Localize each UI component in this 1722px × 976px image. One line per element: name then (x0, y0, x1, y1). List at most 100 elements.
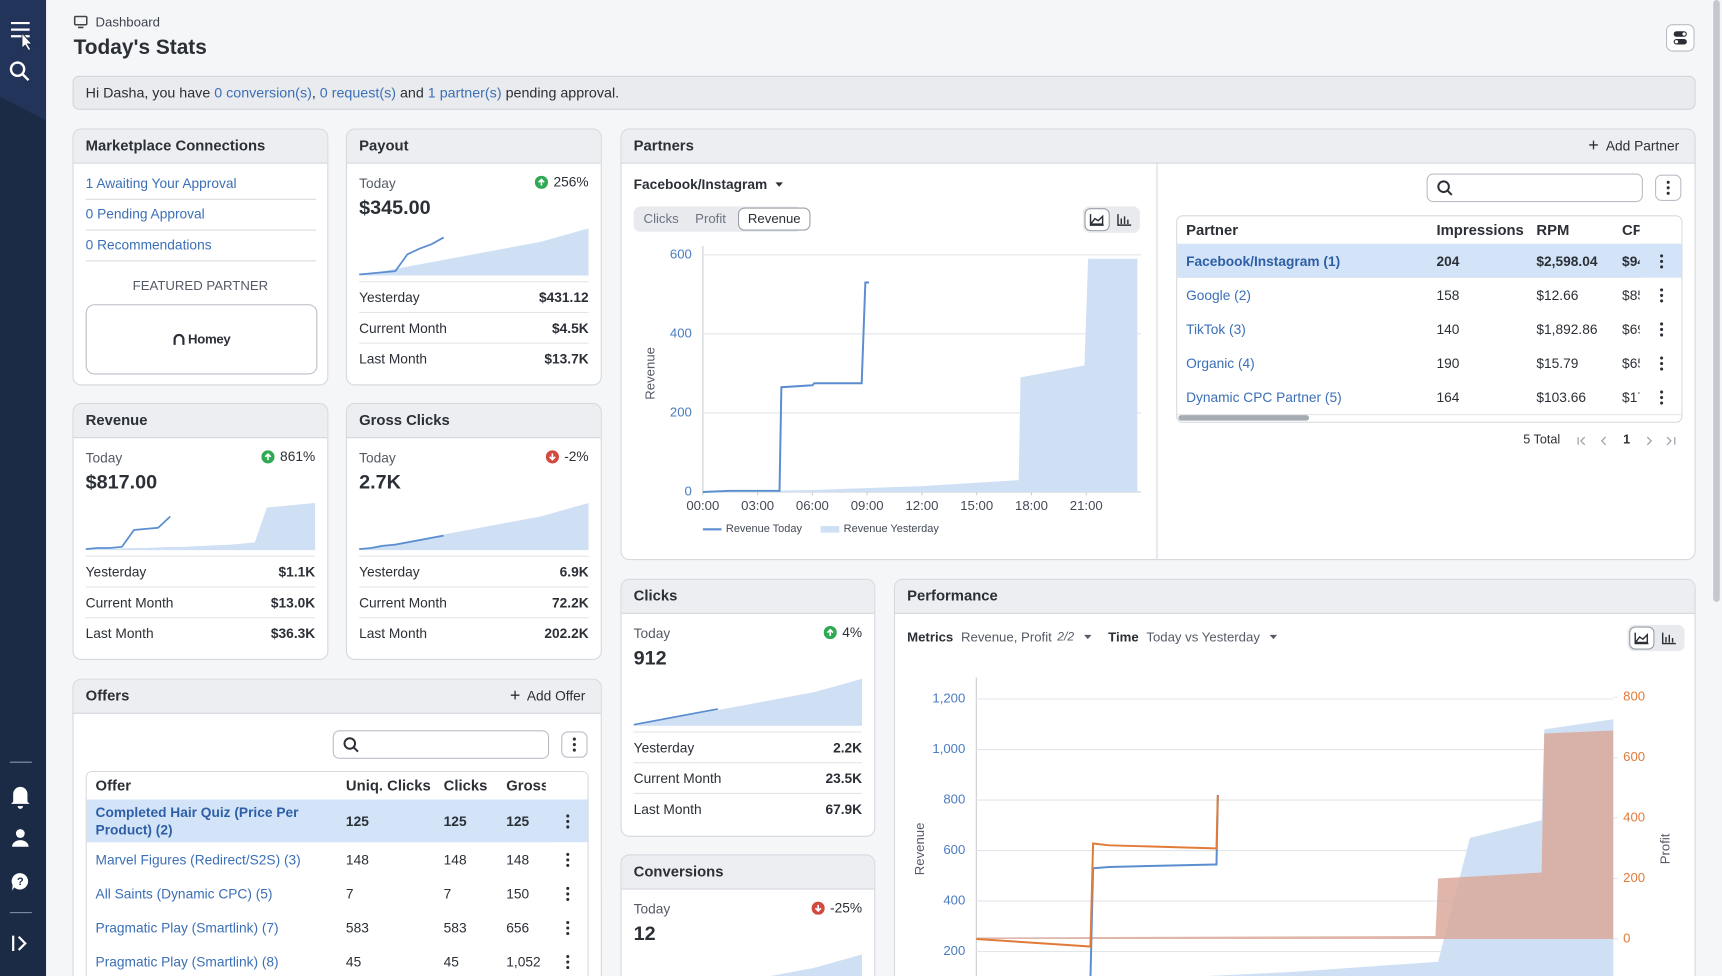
card-header: Conversions (621, 855, 875, 890)
kebab-icon[interactable] (1659, 389, 1664, 405)
legend-label[interactable]: Revenue Yesterday (844, 523, 940, 535)
marketplace-link[interactable]: 1 Awaiting Your Approval (85, 175, 237, 192)
row-link[interactable]: Pragmatic Play (Smartlink) (7) (95, 919, 279, 936)
card-header: Gross Clicks (347, 404, 601, 439)
kebab-icon[interactable] (1659, 321, 1664, 336)
row-link[interactable]: Organic (4) (1186, 355, 1255, 371)
row-actions[interactable] (1641, 379, 1682, 415)
card-title: Offers (85, 687, 130, 704)
metrics-select[interactable]: Revenue, Profit 2/2 (961, 629, 1092, 645)
dot (572, 748, 576, 752)
menu-icon[interactable] (10, 21, 30, 38)
table-row: Marvel Figures (Redirect/S2S) (3) 148 148 1… (86, 842, 588, 878)
expand-icon[interactable] (12, 935, 27, 952)
featured-label: FEATURED PARTNER (132, 277, 269, 294)
notice-link[interactable]: 0 request(s) (319, 84, 396, 102)
notifications-icon[interactable] (10, 786, 30, 809)
dot (566, 886, 570, 890)
row-link[interactable]: All Saints (Dynamic CPC) (5) (95, 885, 273, 902)
kebab-icon[interactable] (1659, 253, 1664, 268)
dot (1660, 361, 1664, 365)
kebab-icon[interactable] (566, 954, 570, 969)
row-link[interactable]: Dynamic CPC Partner (5) (1186, 389, 1342, 405)
marketplace-link[interactable]: 0 Recommendations (85, 237, 212, 253)
notice-link[interactable]: 0 conversion(s) (214, 84, 312, 102)
last-page[interactable] (1666, 436, 1676, 446)
time-select[interactable]: Today vs Yesterday (1146, 629, 1278, 645)
row-link[interactable]: Pragmatic Play (Smartlink) (8) (95, 953, 279, 970)
legend-label[interactable]: Revenue Today (726, 523, 803, 535)
period-label: Today (359, 450, 396, 466)
add-button[interactable]: Add Offer (510, 680, 585, 713)
table-cell: 140 (1436, 321, 1460, 337)
notice-link[interactable]: 1 partner(s) (427, 84, 502, 102)
stat-row: Last Month $13.7K (359, 342, 589, 375)
row-actions[interactable] (548, 799, 588, 843)
layout-toggle[interactable] (1665, 24, 1695, 52)
kebab-icon[interactable] (1659, 287, 1664, 302)
table-cell: 583 (345, 919, 369, 936)
row-actions[interactable] (1641, 243, 1682, 278)
row-actions[interactable] (548, 876, 588, 911)
row-actions[interactable] (548, 842, 588, 877)
row-actions[interactable] (1641, 311, 1682, 346)
stat-row-label: Current Month (359, 320, 447, 337)
row-link[interactable]: Completed Hair Quiz (Price Per Product) … (95, 804, 299, 838)
plus (1589, 140, 1599, 150)
bar-chart-icon[interactable] (1661, 632, 1676, 645)
row-link[interactable]: Google (2) (1186, 287, 1251, 303)
breadcrumb[interactable]: Dashboard (95, 14, 161, 30)
metric-tab[interactable]: Profit (695, 210, 726, 227)
row-actions[interactable] (1641, 277, 1682, 312)
data-table: Partner Impressions RPM CPM Facebook/Instagr… (1176, 215, 1683, 423)
row-link[interactable]: Marvel Figures (Redirect/S2S) (3) (95, 851, 301, 868)
featured-partner[interactable]: Homey (85, 304, 318, 375)
card-header: Partners Add Partner (621, 129, 1695, 164)
account-icon[interactable] (12, 829, 29, 847)
kebab-icon[interactable] (566, 813, 570, 828)
add-button[interactable]: Add Partner (1589, 130, 1679, 163)
dot (566, 813, 570, 817)
add-label: Add Partner (1605, 138, 1680, 154)
trend-up-icon (823, 625, 837, 640)
table-cell: $946.0 (1622, 253, 1640, 269)
metric-tab[interactable]: Revenue (737, 207, 811, 231)
stat-row-value: 202.2K (544, 625, 589, 642)
metric-tab[interactable]: Clicks (643, 210, 679, 227)
kebab-icon[interactable] (1666, 180, 1670, 195)
search-input[interactable] (332, 730, 550, 759)
row-actions[interactable] (548, 910, 588, 945)
marketplace-link[interactable]: 0 Pending Approval (85, 206, 205, 222)
change-value: 256% (553, 174, 589, 190)
more-button[interactable] (561, 731, 588, 758)
y-tick-label: 200 (943, 943, 965, 958)
card-title: Revenue (85, 411, 148, 429)
dot (566, 954, 570, 958)
column-header: RPM (1536, 221, 1570, 239)
more-button[interactable] (1655, 174, 1682, 201)
partner-dropdown[interactable]: Facebook/Instagram (634, 177, 783, 192)
trend-arrow (826, 628, 834, 636)
next-page[interactable] (1646, 436, 1653, 446)
search-input[interactable] (1426, 173, 1643, 203)
row-link[interactable]: Facebook/Instagram (1) (1186, 253, 1341, 269)
kebab-icon[interactable] (566, 920, 570, 935)
change-value: -2% (564, 449, 589, 465)
kebab-icon[interactable] (566, 886, 570, 901)
column-header: Offer (95, 777, 131, 795)
help-icon[interactable]: ? (11, 873, 29, 891)
payout-card: Payout Today 256% $345.00 Yesterday $431.12 Cu… (345, 128, 602, 386)
stat-row-value: 23.5K (825, 770, 863, 787)
stat-row: Yesterday 6.9K (359, 555, 589, 588)
bar-chart-icon[interactable] (1117, 214, 1132, 226)
kebab-icon[interactable] (566, 852, 570, 867)
row-link[interactable]: TikTok (3) (1186, 321, 1246, 337)
search-icon[interactable] (9, 61, 30, 82)
row-actions[interactable] (548, 944, 588, 976)
stat-row: Current Month 23.5K (633, 762, 863, 794)
metric-tabs: Clicks Profit Revenue (633, 206, 811, 232)
kebab-icon[interactable] (1659, 355, 1664, 370)
row-actions[interactable] (1641, 345, 1682, 380)
table-row: Facebook/Instagram (1) 204 $2,598.04 $946.0 (1177, 243, 1682, 279)
kebab-icon[interactable] (572, 737, 576, 752)
